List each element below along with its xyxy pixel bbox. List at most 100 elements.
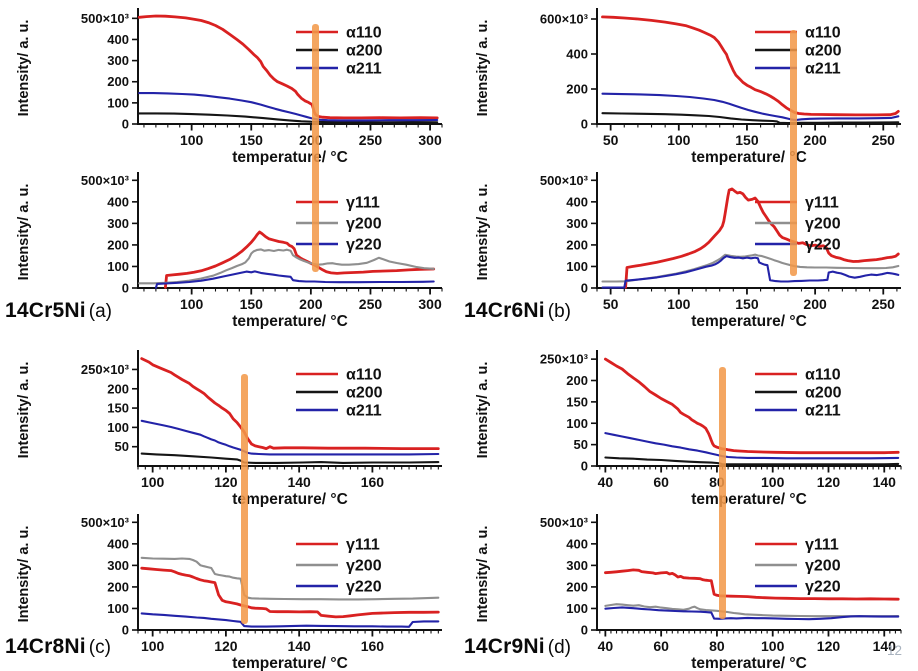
y-tick-label: 100 [566, 601, 588, 616]
x-tick-label: 200 [803, 132, 827, 148]
panel-letter: (b) [547, 301, 572, 322]
chart-a-alpha: 0 100 200 300 400 500×10³ 100 150 200 250 300 tempe… [16, 8, 443, 165]
x-tick-label: 140 [873, 638, 897, 654]
y-tick-label: 50 [574, 437, 588, 452]
series-γ200 [604, 603, 900, 618]
legend-label: γ220 [346, 237, 382, 254]
x-axis-title: temperature/ °C [232, 149, 348, 165]
legend-label: γ111 [346, 537, 380, 554]
chart-b-gamma: 0 100 200 300 400 500×10³ 50 100 150 200 250 temper… [475, 172, 901, 329]
x-tick-label: 80 [709, 638, 725, 654]
x-tick-label: 250 [872, 296, 896, 312]
axes [596, 172, 901, 289]
x-axis-title: temperature/ °C [691, 491, 807, 507]
series-α211 [604, 432, 900, 460]
x-tick-label: 100 [141, 638, 165, 654]
x-tick-label: 160 [361, 474, 385, 490]
panel-label: 14Cr9Ni (d) [464, 635, 571, 659]
y-tick-label: 300 [107, 216, 129, 231]
x-axis-title: temperature/ °C [691, 313, 807, 329]
x-axis-title: temperature/ °C [691, 149, 807, 165]
series-γ220 [601, 255, 900, 289]
legend-label: γ200 [805, 216, 841, 233]
y-tick-label: 0 [122, 623, 129, 638]
x-tick-label: 100 [180, 296, 204, 312]
y-tick-label: 200 [566, 237, 588, 252]
y-tick-label: 500×10³ [81, 11, 130, 26]
x-tick-label: 140 [873, 474, 897, 490]
panel-letter: (d) [547, 637, 572, 658]
series-γ220 [154, 270, 435, 289]
x-tick-label: 140 [287, 474, 311, 490]
series-γ220 [140, 612, 440, 628]
legend-label: γ200 [805, 558, 841, 575]
y-axis-title: Intensity/ a. u. [475, 20, 491, 117]
panel-14cr6ni: 0 200 400 600×10³ 50 100 150 200 250 temperature/… [459, 0, 918, 335]
y-tick-label: 300 [566, 216, 588, 231]
y-tick-label: 100 [566, 259, 588, 274]
legend-label: α200 [805, 385, 842, 402]
legend-label: α200 [346, 43, 383, 60]
legend-label: α110 [805, 367, 841, 384]
x-tick-label: 150 [735, 296, 759, 312]
y-tick-label: 200 [566, 373, 588, 388]
y-axis-title: Intensity/ a. u. [475, 362, 491, 459]
y-axis-title: Intensity/ a. u. [16, 20, 32, 117]
panel-14cr5ni: 0 100 200 300 400 500×10³ 100 150 200 250 300 tempe… [0, 0, 459, 335]
panel-letter: (c) [88, 637, 111, 658]
series-γ200 [140, 556, 440, 601]
x-tick-label: 60 [653, 474, 669, 490]
chart-c-gamma: 0 100 200 300 400 500×10³ 100 120 140 160 temperat… [16, 514, 442, 671]
legend-label: α200 [346, 385, 383, 402]
y-tick-label: 300 [107, 558, 129, 573]
series-α110 [140, 357, 440, 450]
y-tick-label: 0 [122, 117, 129, 132]
x-tick-label: 100 [180, 132, 204, 148]
x-axis-title: temperature/ °C [691, 655, 807, 671]
plot-area: 0 100 200 300 400 500×10³ 100 120 140 160 temperat… [16, 514, 442, 671]
y-axis-title: Intensity/ a. u. [475, 526, 491, 623]
y-tick-label: 400 [566, 536, 588, 551]
legend-label: γ111 [805, 195, 839, 212]
axes [137, 8, 442, 125]
y-tick-label: 400 [107, 194, 129, 209]
plot-area: 0 100 200 300 400 500×10³ 50 100 150 200 250 temper… [475, 172, 901, 329]
series-α110 [137, 14, 439, 120]
legend-label: α110 [346, 367, 382, 384]
x-tick-label: 150 [240, 132, 264, 148]
legend-label: α211 [346, 403, 382, 420]
x-tick-label: 50 [603, 296, 619, 312]
y-axis-title: Intensity/ a. u. [475, 184, 491, 281]
y-tick-label: 100 [107, 259, 129, 274]
y-tick-label: 0 [581, 117, 588, 132]
y-tick-label: 400 [566, 47, 588, 62]
y-tick-label: 50 [115, 439, 129, 454]
x-tick-label: 150 [240, 296, 264, 312]
x-tick-label: 40 [598, 638, 614, 654]
y-tick-label: 100 [107, 601, 129, 616]
alloy-name: 14Cr6Ni [464, 299, 545, 322]
y-tick-label: 400 [107, 32, 129, 47]
legend-label: γ111 [805, 537, 839, 554]
y-tick-label: 500×10³ [81, 515, 130, 530]
x-axis-title: temperature/ °C [232, 655, 348, 671]
y-axis-title: Intensity/ a. u. [16, 362, 32, 459]
series-α200 [138, 112, 439, 124]
axes [596, 8, 901, 125]
x-tick-label: 300 [418, 296, 442, 312]
y-tick-label: 150 [566, 394, 588, 409]
page-number: 12 [886, 643, 902, 658]
alloy-name: 14Cr8Ni [5, 635, 86, 658]
chart-d-gamma: 0 100 200 300 400 500×10³ 40 60 80 100 120 140 tempe… [475, 514, 902, 671]
x-tick-label: 300 [418, 132, 442, 148]
x-tick-label: 60 [653, 638, 669, 654]
panel-label: 14Cr5Ni (a) [5, 299, 112, 323]
series-γ220 [604, 606, 900, 621]
panel-14cr9ni: 0 50 100 150 200 250×10³ 40 60 80 100 120 140 temper… [459, 336, 918, 671]
transition-marker-line [312, 24, 320, 272]
legend-label: α110 [346, 25, 382, 42]
x-tick-label: 40 [598, 474, 614, 490]
x-tick-label: 160 [361, 638, 385, 654]
x-tick-label: 140 [287, 638, 311, 654]
